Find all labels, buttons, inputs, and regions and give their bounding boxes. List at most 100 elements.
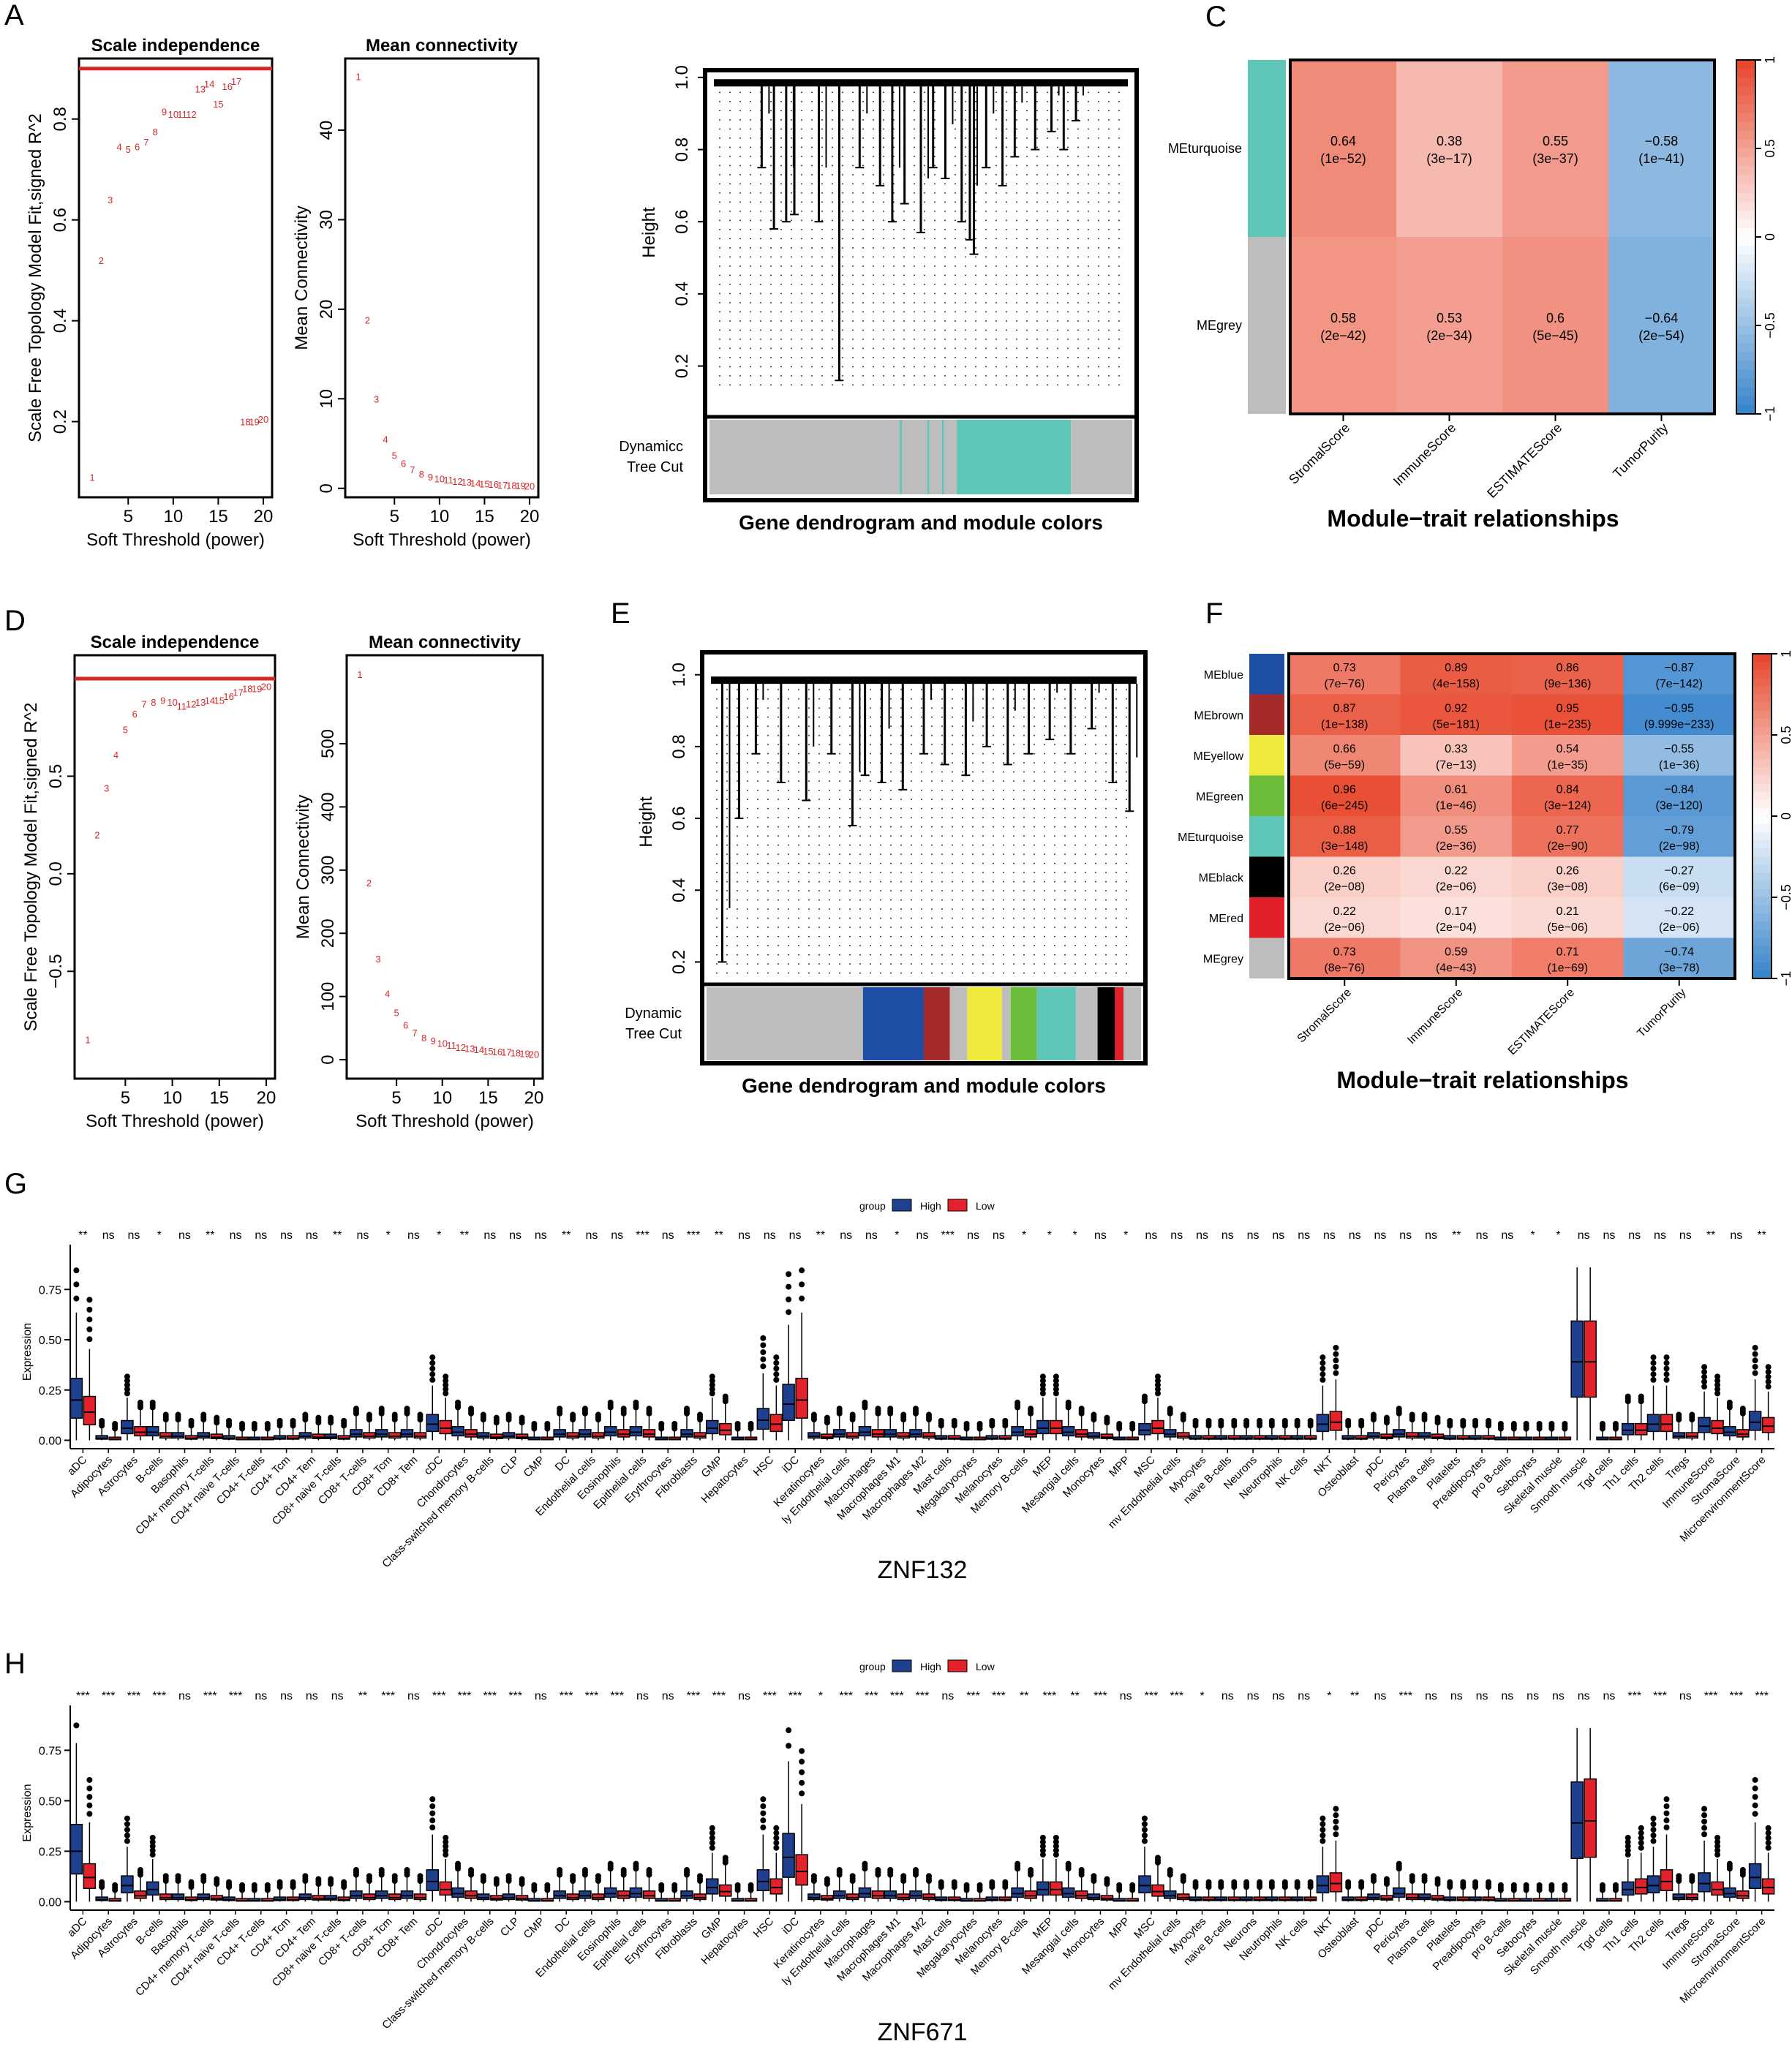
color-scale-step bbox=[1736, 298, 1755, 309]
outlier-point bbox=[239, 1882, 246, 1888]
color-scale-step bbox=[1736, 307, 1755, 317]
x-tick-label: 15 bbox=[209, 1088, 229, 1108]
box-low bbox=[1685, 1893, 1699, 1901]
power-point-label: 7 bbox=[410, 464, 415, 475]
outlier-point bbox=[1714, 1381, 1721, 1388]
outlier-point bbox=[684, 1406, 690, 1412]
box-low bbox=[439, 1881, 453, 1896]
x-tick-label: HSC bbox=[751, 1454, 777, 1479]
outlier-point bbox=[1243, 1879, 1250, 1885]
box-high bbox=[400, 1429, 414, 1438]
power-point-label: 1 bbox=[355, 71, 361, 82]
outlier-point bbox=[417, 1873, 423, 1879]
y-axis-label: Expression bbox=[21, 1784, 34, 1841]
outlier-point bbox=[786, 1296, 792, 1302]
cell-pvalue: (5e−59) bbox=[1324, 759, 1365, 772]
outlier-point bbox=[1053, 1834, 1059, 1841]
box-high bbox=[1392, 1887, 1406, 1898]
outlier-point bbox=[773, 1371, 780, 1378]
significance-label: ns bbox=[483, 1229, 496, 1242]
y-tick-label: 10 bbox=[317, 389, 336, 409]
y-tick-label: 200 bbox=[318, 919, 338, 948]
cell-pvalue: (3e−17) bbox=[1426, 151, 1472, 166]
outlier-point bbox=[1663, 1359, 1670, 1366]
significance-label: *** bbox=[1653, 1690, 1667, 1702]
significance-label: ns bbox=[1399, 1229, 1412, 1242]
outlier-point bbox=[1650, 1359, 1657, 1366]
outlier-point bbox=[760, 1335, 767, 1341]
significance-label: ns bbox=[789, 1229, 802, 1242]
outlier-point bbox=[1497, 1882, 1504, 1888]
box-high bbox=[171, 1893, 185, 1901]
significance-label: ns bbox=[1628, 1229, 1641, 1242]
outlier-point bbox=[1028, 1867, 1034, 1874]
color-scale-step bbox=[1736, 263, 1755, 274]
outlier-point bbox=[1739, 1867, 1746, 1874]
outlier-point bbox=[1752, 1370, 1758, 1376]
outlier-point bbox=[188, 1417, 195, 1424]
x-tick-label: MPP bbox=[1107, 1915, 1132, 1941]
outlier-point bbox=[531, 1882, 538, 1888]
box-low bbox=[1024, 1429, 1037, 1438]
scale-tick-label: 1 bbox=[1779, 650, 1792, 657]
outlier-point bbox=[557, 1867, 563, 1874]
outlier-point bbox=[328, 1876, 334, 1882]
power-point-label: 17 bbox=[231, 76, 241, 87]
module-color-turquoise bbox=[957, 420, 1072, 494]
significance-label: ** bbox=[816, 1229, 825, 1242]
plot-frame bbox=[78, 57, 274, 499]
outlier-point bbox=[239, 1420, 246, 1427]
color-scale-step bbox=[1736, 157, 1755, 167]
power-point-label: 13 bbox=[462, 477, 472, 488]
legend-swatch-low bbox=[947, 1199, 968, 1212]
outlier-point bbox=[1650, 1838, 1657, 1844]
box-high bbox=[1748, 1411, 1762, 1431]
scale-tick-label: 0 bbox=[1779, 812, 1792, 820]
box-high bbox=[1138, 1875, 1151, 1894]
x-tick-label: 15 bbox=[478, 1088, 498, 1108]
significance-label: *** bbox=[585, 1690, 599, 1702]
outlier-point bbox=[404, 1867, 410, 1874]
outlier-point bbox=[1333, 1812, 1339, 1819]
power-point-label: 11 bbox=[177, 701, 187, 712]
module-swatch-grey bbox=[1248, 237, 1286, 414]
color-scale-step bbox=[1753, 791, 1772, 801]
chart-title: ZNF132 bbox=[878, 1556, 968, 1584]
outlier-point bbox=[1409, 1411, 1415, 1418]
significance-label: *** bbox=[152, 1690, 166, 1702]
outlier-point bbox=[581, 1406, 588, 1412]
outlier-point bbox=[1319, 1838, 1326, 1844]
power-point-label: 7 bbox=[143, 137, 148, 148]
power-point-label: 12 bbox=[186, 109, 196, 120]
box-high bbox=[146, 1426, 159, 1437]
outlier-point bbox=[443, 1381, 449, 1388]
module-color-turquoise bbox=[941, 420, 944, 494]
significance-label: ns bbox=[1196, 1229, 1208, 1242]
outlier-point bbox=[760, 1363, 767, 1370]
box-high bbox=[477, 1432, 490, 1439]
power-point-label: 4 bbox=[113, 750, 118, 761]
outlier-point bbox=[137, 1867, 143, 1874]
box-low bbox=[1482, 1435, 1495, 1440]
outlier-point bbox=[1752, 1357, 1758, 1364]
scale-tick-label: 1 bbox=[1763, 56, 1777, 64]
chart-h: group High Low0.000.250.500.75Expression**… bbox=[21, 1659, 1775, 2046]
box-high bbox=[1418, 1432, 1431, 1439]
outlier-point bbox=[1319, 1827, 1326, 1833]
outlier-point bbox=[773, 1376, 780, 1383]
outlier-point bbox=[1333, 1351, 1339, 1357]
box-low bbox=[1761, 1417, 1775, 1433]
power-point-label: 19 bbox=[249, 417, 259, 428]
box-high bbox=[706, 1419, 719, 1435]
significance-label: ns bbox=[255, 1229, 267, 1242]
outlier-point bbox=[1192, 1417, 1199, 1424]
power-point-label: 16 bbox=[223, 691, 233, 702]
outlier-point bbox=[1701, 1368, 1708, 1375]
y-axis-label: Scale Free Topology Model Fit,signed R^2 bbox=[26, 113, 45, 442]
y-tick-label: 0.6 bbox=[50, 208, 70, 232]
box-high bbox=[451, 1426, 464, 1437]
box-high bbox=[374, 1890, 388, 1899]
box-low bbox=[1024, 1890, 1037, 1899]
outlier-point bbox=[799, 1295, 805, 1302]
